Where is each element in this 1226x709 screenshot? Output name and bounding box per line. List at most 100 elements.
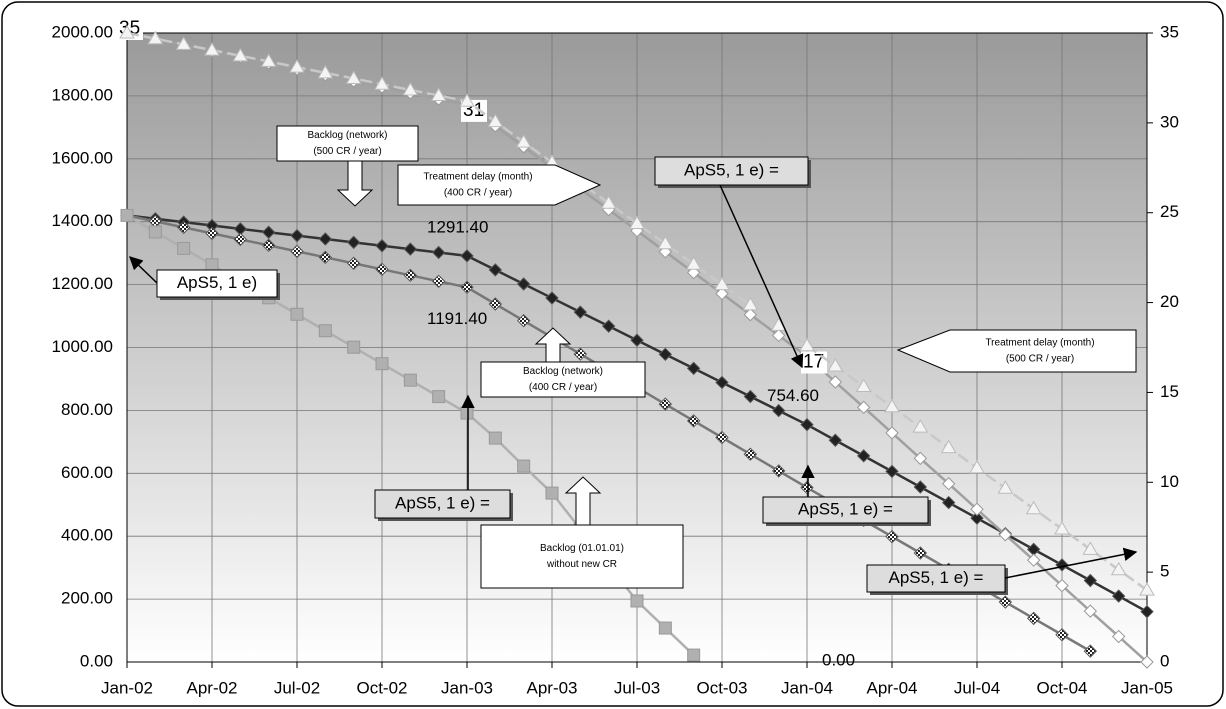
marker [855,378,872,392]
callout-text: ApS5, 1 e) = [395,493,490,512]
marker [487,113,504,128]
callout-box [480,524,684,589]
marker [459,93,475,107]
marker [516,313,531,328]
marker [460,406,474,420]
x-tick-label: Jan-03 [441,678,493,697]
callout-text: ApS5, 1 e) = [684,160,779,179]
marker [261,238,276,253]
marker [1083,604,1098,618]
pointer-arrow [1004,547,1138,579]
marker [742,296,759,311]
marker [205,226,219,241]
tag-box [374,489,511,519]
marker [516,277,531,291]
marker [998,528,1013,542]
marker [1055,628,1069,642]
marker [573,305,588,319]
marker [148,225,162,239]
y2-tick-label: 15 [1160,382,1179,401]
y-tick-label: 1800.00 [52,85,113,104]
marker [715,430,729,445]
marker [1054,521,1070,535]
y-tick-label: 400.00 [61,526,113,545]
callout-text: Backlog (network) [307,130,387,141]
marker [913,451,928,466]
y-tick-label: 200.00 [61,589,113,608]
marker [800,480,814,495]
marker [403,242,418,256]
marker [1055,578,1069,593]
y2-tick-label: 35 [1160,22,1179,41]
marker [856,449,871,463]
y2-tick-label: 0 [1160,651,1169,670]
y-tick-label: 1400.00 [52,211,113,230]
marker [204,42,220,56]
plot-border [126,32,1148,663]
y2-tick-label: 5 [1160,562,1169,581]
marker [403,268,418,283]
marker [488,263,503,277]
x-tick-label: Jul-02 [274,678,320,697]
marker [375,262,389,277]
marker [347,340,361,354]
x-tick-label: Jan-05 [1121,678,1173,697]
marker [1140,655,1154,669]
marker [828,375,843,389]
marker [771,403,786,418]
marker [1055,558,1069,572]
marker [375,239,389,253]
marker [686,414,701,428]
marker [630,333,644,347]
marker [743,447,758,461]
tag-box [866,564,1006,593]
marker [885,426,899,440]
marker [1083,573,1098,588]
marker [290,228,304,243]
marker [827,358,844,372]
marker [517,459,531,473]
y-tick-label: 1600.00 [52,148,113,167]
marker [318,250,333,265]
marker [771,464,786,478]
marker [658,347,673,362]
x-tick-label: Jan-02 [101,678,153,697]
marker [629,215,645,229]
tag-box [654,156,809,186]
marker [1026,553,1041,567]
x-tick-label: Jan-04 [781,678,833,697]
block-arrow [534,327,572,363]
marker [715,286,729,301]
data-label: 17 [803,352,824,373]
marker [941,495,956,510]
marker [260,53,277,67]
callout-text: ApS5, 1 e) = [798,499,893,518]
y-tick-label: 2000.00 [52,22,113,41]
marker [460,280,474,295]
marker [232,47,249,62]
marker [1111,589,1126,603]
x-tick-label: Jul-03 [614,678,660,697]
y-tick-label: 1000.00 [52,337,113,356]
block-arrow [564,476,602,526]
marker [714,276,730,291]
marker [912,419,929,433]
marker [997,480,1014,494]
marker [856,400,871,415]
pointer-arrow [129,256,158,284]
marker [658,621,672,635]
marker [233,232,248,247]
callout-text: Backlog (network) [523,366,603,377]
data-label: 754.60 [767,386,819,405]
marker [630,594,644,608]
marker [970,502,984,516]
marker [402,81,419,96]
x-tick-label: Oct-03 [696,678,747,697]
marker [488,297,503,311]
data-label: 0.00 [822,650,855,669]
marker [120,208,134,222]
marker [346,235,361,250]
marker [147,30,164,45]
marker [488,431,502,445]
